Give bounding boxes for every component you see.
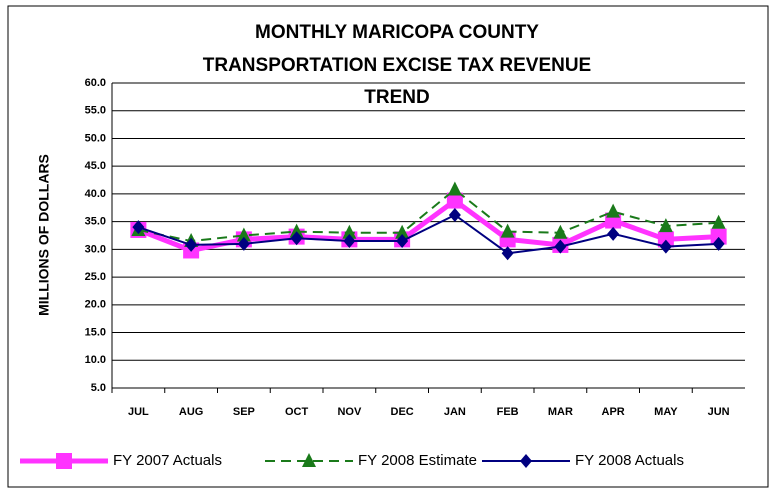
x-tick-label: JAN	[444, 406, 466, 418]
legend-marker	[520, 454, 532, 468]
data-point	[710, 228, 727, 245]
y-tick-label: 30.0	[85, 243, 106, 255]
data-point	[342, 224, 357, 239]
y-tick-label: 55.0	[85, 105, 106, 117]
x-tick-label: MAY	[654, 406, 678, 418]
x-tick-label: MAR	[548, 406, 573, 418]
legend-marker	[302, 453, 316, 467]
legend-marker	[56, 453, 72, 469]
data-point	[236, 227, 251, 242]
data-point	[132, 220, 145, 235]
data-point	[343, 234, 356, 249]
data-point	[657, 231, 674, 248]
y-tick-label: 50.0	[85, 132, 106, 144]
x-tick-label: DEC	[391, 406, 414, 418]
data-point	[501, 246, 514, 261]
x-tick-label: FEB	[497, 406, 519, 418]
y-axis-label: MILLIONS OF DOLLARS	[36, 154, 52, 316]
data-point	[237, 236, 250, 251]
data-point	[446, 192, 463, 209]
data-point	[396, 234, 409, 249]
data-point	[185, 237, 198, 252]
x-tick-label: NOV	[337, 406, 362, 418]
x-tick-label: JUL	[128, 406, 149, 418]
series-line	[137, 197, 719, 254]
y-tick-label: 15.0	[85, 326, 106, 338]
chart-title: MONTHLY MARICOPA COUNTY	[255, 22, 539, 43]
x-tick-label: AUG	[179, 406, 203, 418]
data-point	[553, 224, 568, 239]
y-tick-label: 60.0	[85, 77, 106, 89]
y-tick-label: 25.0	[85, 271, 106, 283]
y-tick-label: 10.0	[85, 354, 106, 366]
legend-label: FY 2007 Actuals	[113, 452, 222, 469]
legend-label: FY 2008 Actuals	[575, 452, 684, 469]
series-line	[138, 213, 719, 255]
x-tick-label: SEP	[233, 406, 255, 418]
y-tick-label: 20.0	[85, 299, 106, 311]
data-point	[659, 239, 672, 254]
y-tick-label: 35.0	[85, 216, 106, 228]
data-point	[712, 236, 725, 251]
x-tick-label: JUN	[708, 406, 730, 418]
data-point	[711, 214, 726, 229]
legend-label: FY 2008 Estimate	[358, 452, 477, 469]
data-point	[554, 239, 567, 254]
y-tick-label: 5.0	[91, 382, 106, 394]
chart-title: TRANSPORTATION EXCISE TAX REVENUE	[203, 55, 591, 76]
chart-title: TREND	[364, 87, 429, 108]
data-point	[448, 207, 461, 222]
chart-border	[7, 5, 769, 488]
y-tick-label: 45.0	[85, 160, 106, 172]
data-point	[290, 231, 303, 246]
data-point	[606, 203, 621, 218]
x-tick-label: APR	[602, 406, 625, 418]
x-tick-label: OCT	[285, 406, 309, 418]
data-point	[447, 181, 462, 196]
data-point	[395, 224, 410, 239]
data-point	[658, 218, 673, 233]
data-point	[607, 226, 620, 241]
data-point	[289, 223, 304, 238]
series-line	[138, 188, 719, 243]
y-tick-label: 40.0	[85, 188, 106, 200]
data-point	[500, 223, 515, 238]
